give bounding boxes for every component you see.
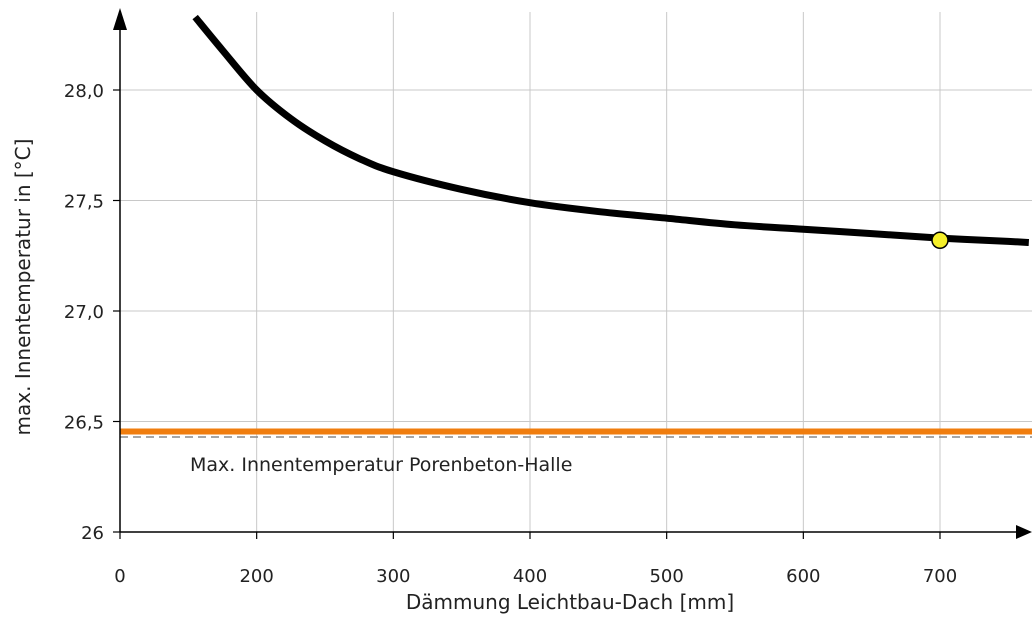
reference-annotation: Max. Innentemperatur Porenbeton-Halle bbox=[190, 454, 572, 476]
y-tick-label: 28,0 bbox=[64, 81, 104, 102]
x-tick-label: 700 bbox=[923, 566, 957, 587]
y-tick-label: 26 bbox=[81, 523, 104, 544]
x-tick-label: 300 bbox=[376, 566, 410, 587]
x-tick-label: 600 bbox=[786, 566, 820, 587]
grid bbox=[120, 12, 1032, 532]
y-tick-label: 27,5 bbox=[64, 192, 104, 213]
x-tick-label: 400 bbox=[513, 566, 547, 587]
y-tick-label: 26,5 bbox=[64, 413, 104, 434]
series bbox=[192, 14, 1030, 250]
x-tick-label: 200 bbox=[239, 566, 273, 587]
y-axis-arrow bbox=[113, 8, 127, 30]
highlight-point bbox=[931, 231, 949, 250]
series-line bbox=[192, 14, 1030, 246]
y-tick-label: 27,0 bbox=[64, 302, 104, 323]
y-axis-title: max. Innentemperatur in [°C] bbox=[11, 139, 35, 436]
x-tick-label: 500 bbox=[649, 566, 683, 587]
axes bbox=[113, 8, 1032, 539]
tick-labels: 0 200 300 400 500 600 700 26 26,5 27,0 27,5 28,0 bbox=[64, 81, 957, 587]
x-tick-label: 0 bbox=[114, 566, 125, 587]
x-axis-arrow bbox=[1016, 525, 1032, 539]
reference-lines bbox=[120, 428, 1032, 438]
x-axis-title: Dämmung Leichtbau-Dach [mm] bbox=[406, 590, 734, 614]
